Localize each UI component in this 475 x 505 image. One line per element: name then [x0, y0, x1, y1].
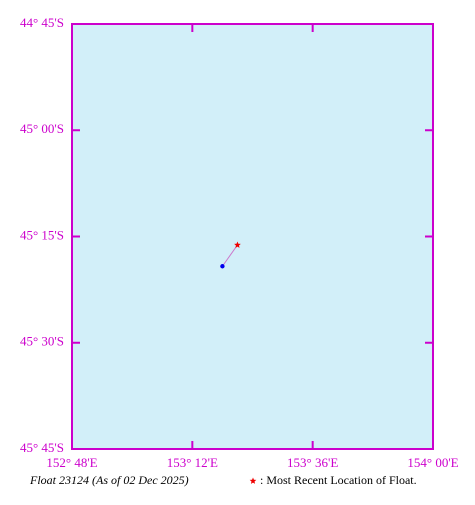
y-tick-label: 45° 15'S: [20, 227, 64, 242]
y-tick-label: 45° 45'S: [20, 440, 64, 455]
legend-star: [249, 477, 257, 484]
start-point: [220, 264, 225, 269]
x-tick-label: 153° 36'E: [287, 455, 338, 470]
y-tick-label: 44° 45'S: [20, 15, 64, 30]
latest-point: [234, 241, 241, 248]
y-tick-label: 45° 00'S: [20, 121, 64, 136]
legend-text: : Most Recent Location of Float.: [260, 473, 417, 487]
trajectory: [222, 244, 238, 267]
plot-area: [71, 23, 434, 450]
y-tick-label: 45° 30'S: [20, 334, 64, 349]
footer-title: Float 23124 (As of 02 Dec 2025): [29, 473, 189, 487]
x-tick-label: 152° 48'E: [46, 455, 97, 470]
x-tick-label: 154° 00'E: [407, 455, 458, 470]
x-tick-label: 153° 12'E: [167, 455, 218, 470]
